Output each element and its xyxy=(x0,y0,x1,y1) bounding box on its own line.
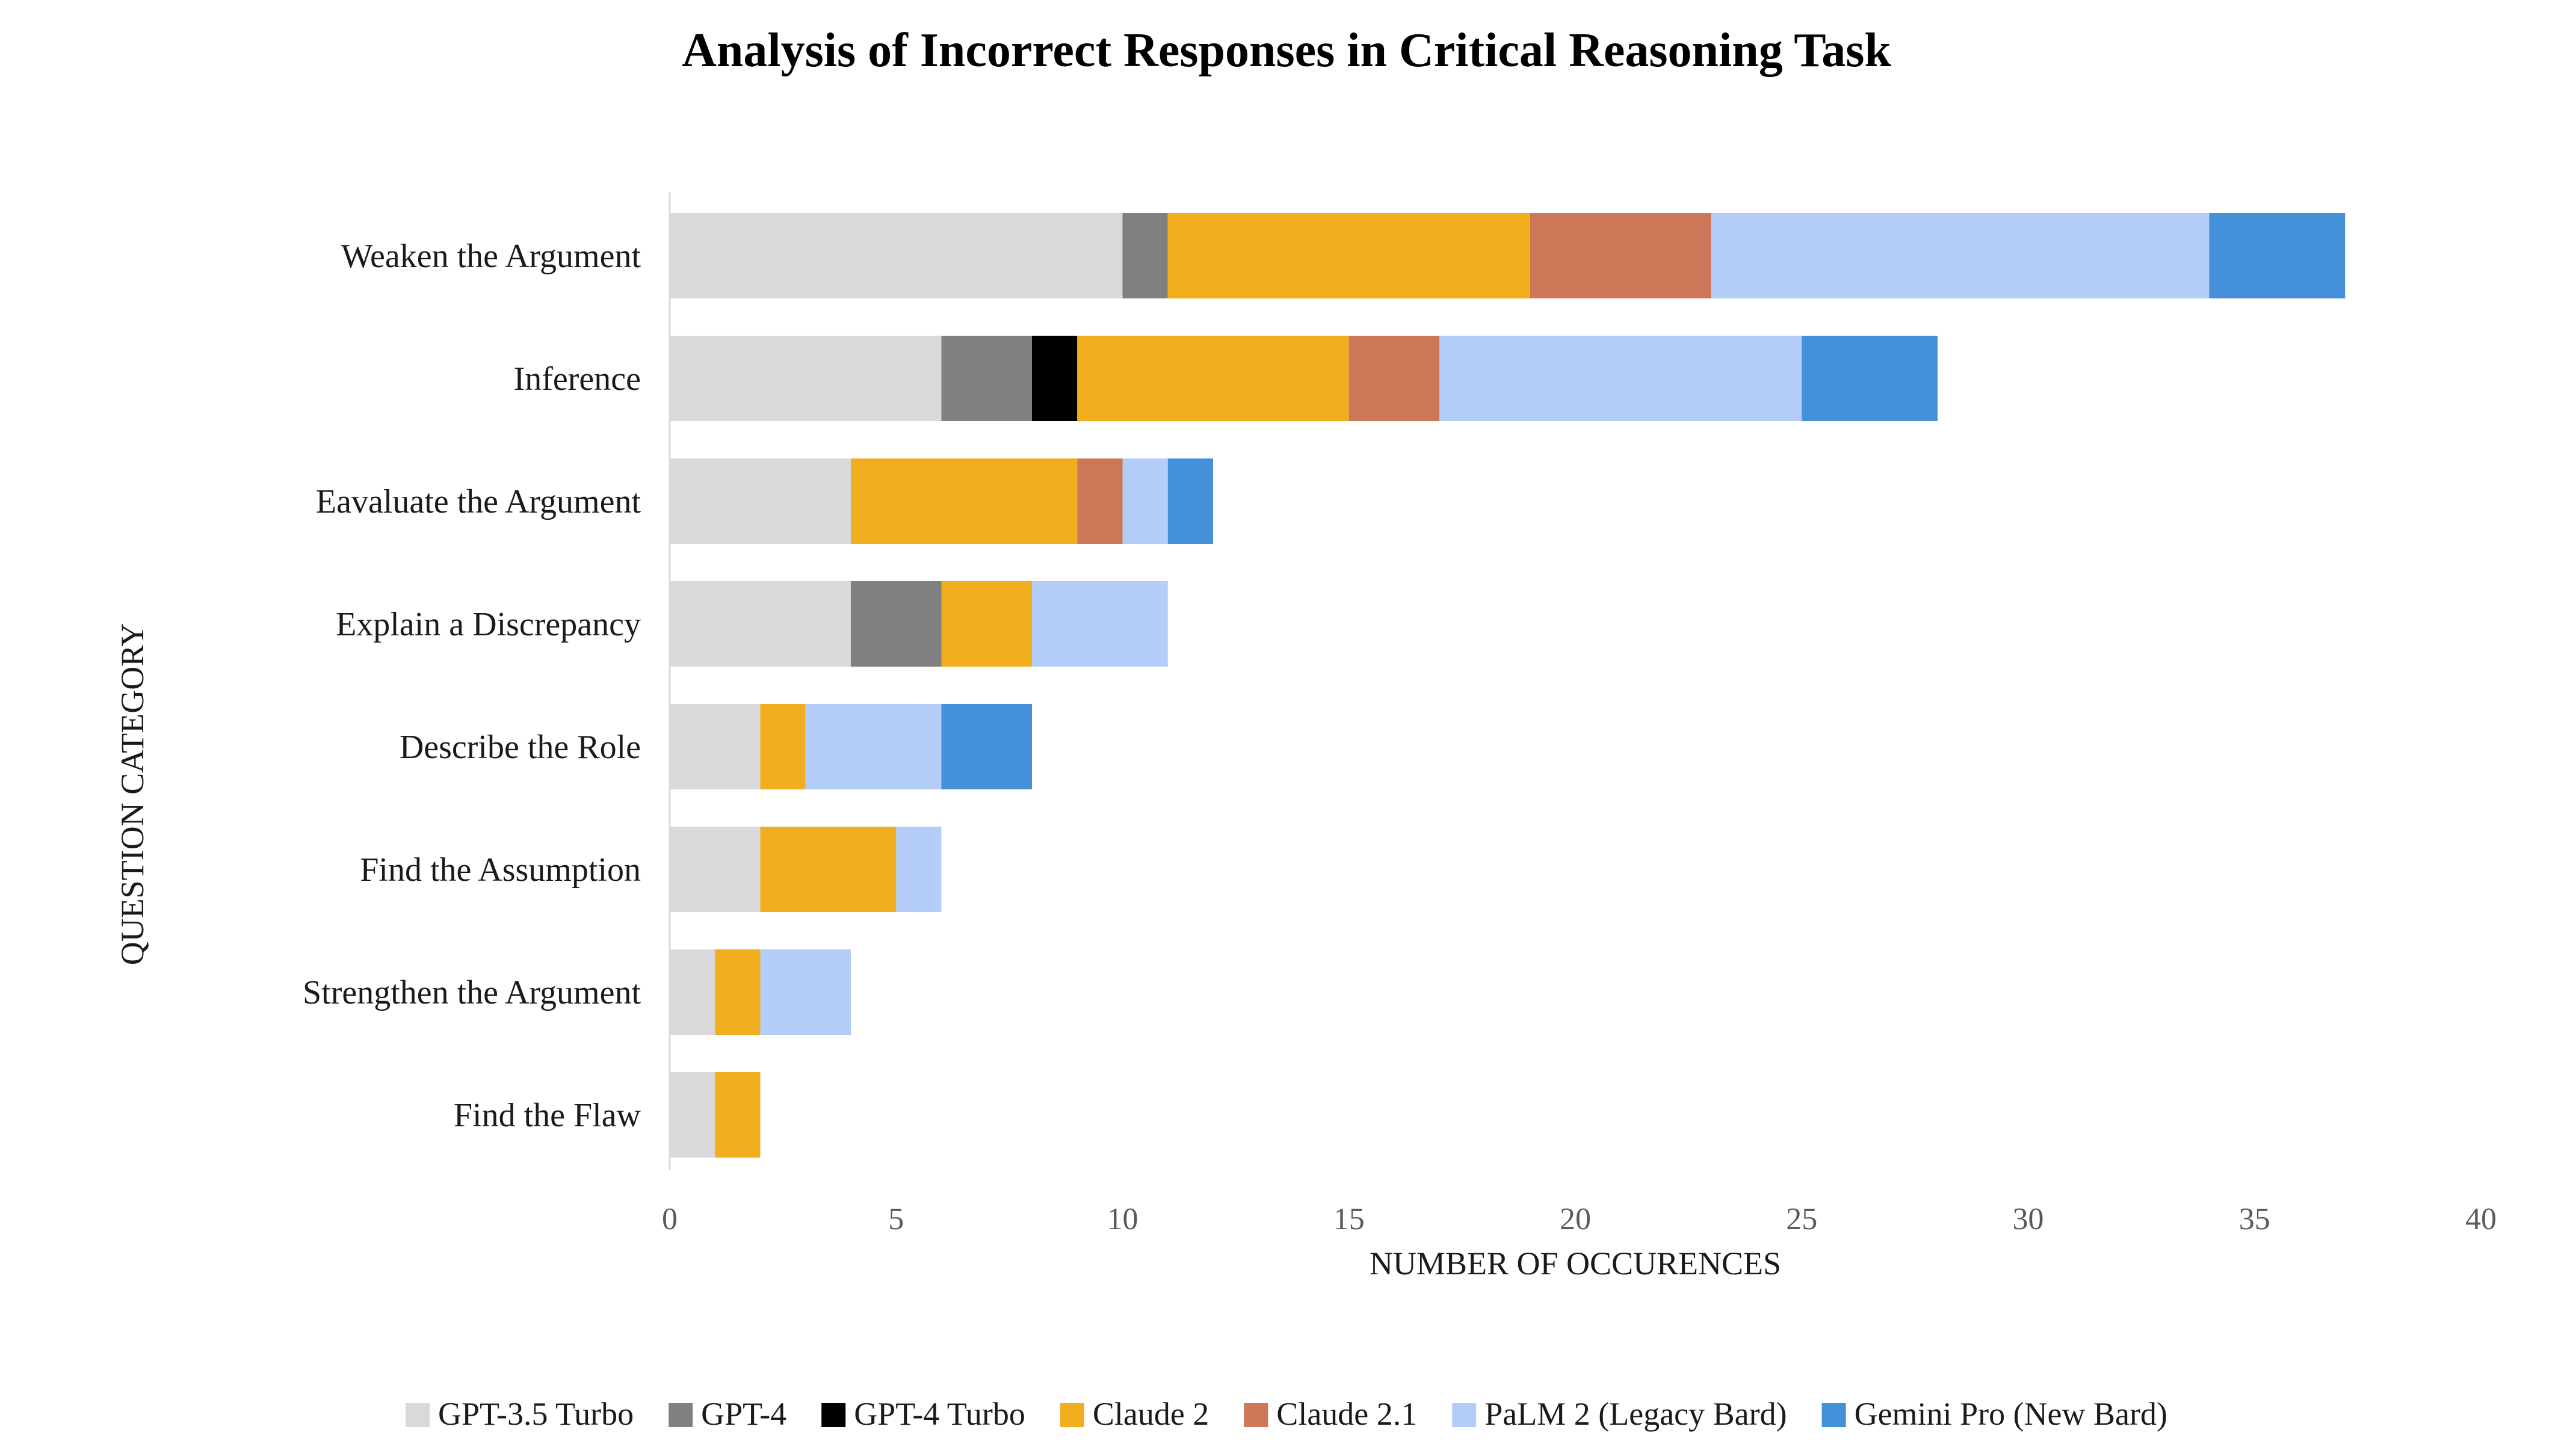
legend-swatch xyxy=(406,1403,430,1427)
bar-weaken-the-argument-claude-2 xyxy=(1167,213,1530,298)
bar-weaken-the-argument-palm-2-legacy-bard xyxy=(1711,213,2210,298)
bar-inference-gpt-3-5-turbo xyxy=(670,336,942,421)
bar-describe-the-role-claude-2 xyxy=(760,704,806,789)
bar-inference-claude-2-1 xyxy=(1348,336,1440,421)
legend-label: GPT-3.5 Turbo xyxy=(438,1396,634,1432)
bar-explain-a-discrepancy-gpt-4 xyxy=(851,581,942,667)
bar-strengthen-the-argument-gpt-3-5-turbo xyxy=(670,949,715,1035)
legend-label: Claude 2.1 xyxy=(1276,1396,1417,1432)
legend-swatch xyxy=(821,1403,846,1427)
category-label: Describe the Role xyxy=(400,729,641,766)
bar-explain-a-discrepancy-palm-2-legacy-bard xyxy=(1032,581,1168,667)
category-labels: Weaken the Argument Inference Eavaluate th… xyxy=(303,238,641,1134)
bar-eavaluate-the-argument-claude-2 xyxy=(851,458,1078,544)
category-label: Find the Flaw xyxy=(454,1097,641,1134)
bar-strengthen-the-argument-claude-2 xyxy=(715,949,761,1035)
category-label: Weaken the Argument xyxy=(341,238,641,275)
bar-eavaluate-the-argument-claude-2-1 xyxy=(1077,458,1123,544)
x-tick-label: 25 xyxy=(1786,1202,1817,1236)
legend-swatch xyxy=(1244,1403,1268,1427)
x-tick-labels: 0 5 10 15 20 25 30 35 40 xyxy=(662,1202,2497,1236)
legend-label: GPT-4 Turbo xyxy=(854,1396,1025,1432)
chart-title: Analysis of Incorrect Responses in Criti… xyxy=(682,24,1891,77)
bar-eavaluate-the-argument-palm-2-legacy-bard xyxy=(1122,458,1168,544)
x-tick-label: 40 xyxy=(2465,1202,2497,1236)
category-label: Eavaluate the Argument xyxy=(316,483,641,520)
x-tick-label: 15 xyxy=(1333,1202,1365,1236)
bar-inference-gemini-pro-new-bard xyxy=(1802,336,1938,421)
bar-explain-a-discrepancy-claude-2 xyxy=(941,581,1032,667)
category-label: Strengthen the Argument xyxy=(303,974,641,1011)
bar-find-the-assumption-gpt-3-5-turbo xyxy=(670,827,761,912)
legend-item-gpt-3-5-turbo: GPT-3.5 Turbo xyxy=(406,1396,634,1432)
bar-eavaluate-the-argument-gemini-pro-new-bard xyxy=(1167,458,1213,544)
x-tick-label: 10 xyxy=(1107,1202,1138,1236)
legend-item-gpt-4: GPT-4 xyxy=(669,1396,786,1432)
bar-weaken-the-argument-gpt-4 xyxy=(1122,213,1168,298)
legend-label: GPT-4 xyxy=(701,1396,786,1432)
bar-find-the-flaw-claude-2 xyxy=(715,1072,761,1158)
legend-label: PaLM 2 (Legacy Bard) xyxy=(1484,1396,1787,1432)
bar-explain-a-discrepancy-gpt-3-5-turbo xyxy=(670,581,851,667)
category-label: Find the Assumption xyxy=(360,851,641,889)
y-axis-title: QUESTION CATEGORY xyxy=(114,623,150,966)
bar-weaken-the-argument-gpt-3-5-turbo xyxy=(670,213,1123,298)
bar-inference-palm-2-legacy-bard xyxy=(1439,336,1802,421)
legend-item-gemini-pro-new-bard: Gemini Pro (New Bard) xyxy=(1821,1396,2167,1432)
legend-item-palm-2-legacy-bard: PaLM 2 (Legacy Bard) xyxy=(1452,1396,1787,1432)
x-tick-label: 0 xyxy=(662,1202,678,1236)
x-tick-label: 30 xyxy=(2013,1202,2044,1236)
legend-swatch xyxy=(1060,1403,1084,1427)
bar-weaken-the-argument-gemini-pro-new-bard xyxy=(2209,213,2346,298)
bars-group xyxy=(670,213,2346,1158)
x-axis-title: NUMBER OF OCCURENCES xyxy=(1370,1245,1781,1282)
x-tick-label: 20 xyxy=(1560,1202,1591,1236)
bar-inference-claude-2 xyxy=(1077,336,1349,421)
bar-inference-gpt-4 xyxy=(941,336,1032,421)
bar-strengthen-the-argument-palm-2-legacy-bard xyxy=(760,949,851,1035)
bar-inference-gpt-4-turbo xyxy=(1032,336,1078,421)
bar-eavaluate-the-argument-gpt-3-5-turbo xyxy=(670,458,851,544)
legend-swatch xyxy=(1821,1403,1846,1427)
category-label: Explain a Discrepancy xyxy=(336,606,641,643)
x-tick-label: 35 xyxy=(2239,1202,2270,1236)
legend-item-gpt-4-turbo: GPT-4 Turbo xyxy=(821,1396,1025,1432)
legend-label: Gemini Pro (New Bard) xyxy=(1855,1396,2167,1432)
legend: GPT-3.5 Turbo GPT-4 GPT-4 Turbo Claude 2 Cla… xyxy=(406,1396,2167,1432)
bar-find-the-assumption-palm-2-legacy-bard xyxy=(896,827,942,912)
bar-find-the-assumption-claude-2 xyxy=(760,827,897,912)
legend-item-claude-2: Claude 2 xyxy=(1060,1396,1209,1432)
bar-weaken-the-argument-claude-2-1 xyxy=(1530,213,1711,298)
bar-describe-the-role-gpt-3-5-turbo xyxy=(670,704,761,789)
category-label: Inference xyxy=(514,360,641,398)
bar-find-the-flaw-gpt-3-5-turbo xyxy=(670,1072,715,1158)
x-tick-label: 5 xyxy=(888,1202,904,1236)
bar-describe-the-role-palm-2-legacy-bard xyxy=(805,704,942,789)
legend-label: Claude 2 xyxy=(1093,1396,1209,1432)
legend-swatch xyxy=(1452,1403,1477,1427)
bar-describe-the-role-gemini-pro-new-bard xyxy=(941,704,1032,789)
legend-item-claude-2-1: Claude 2.1 xyxy=(1244,1396,1417,1432)
legend-swatch xyxy=(669,1403,693,1427)
